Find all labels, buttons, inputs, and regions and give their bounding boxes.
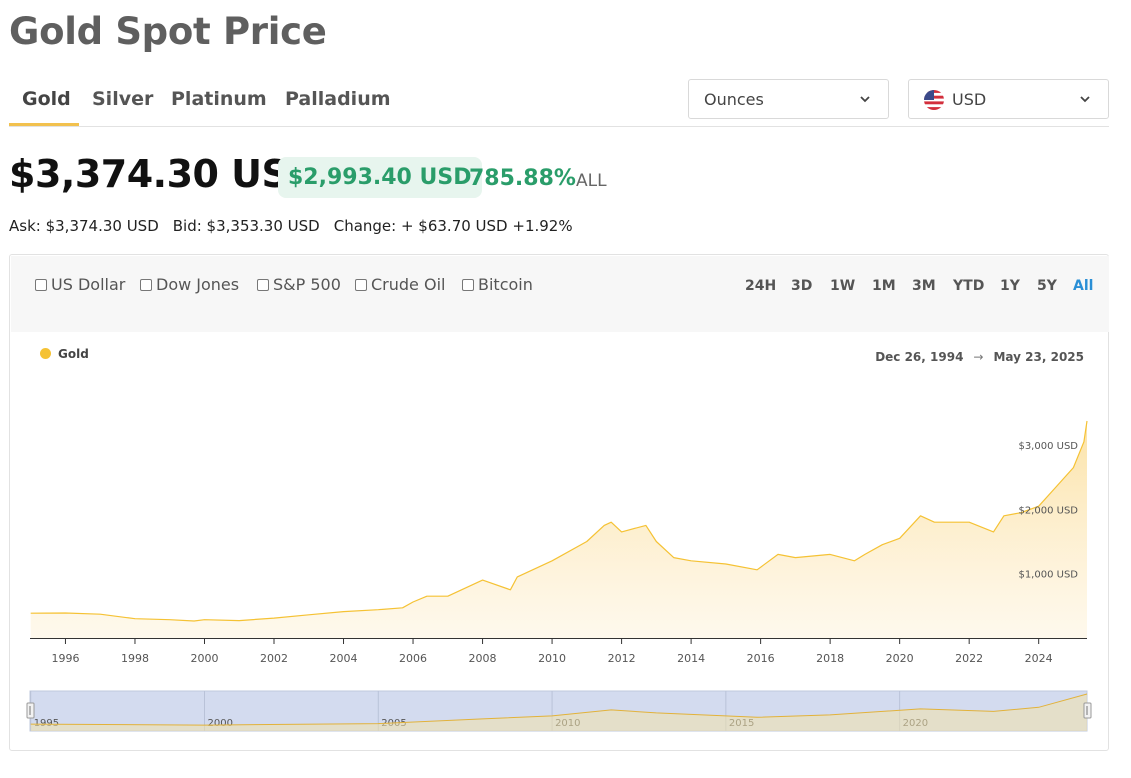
compare-label: US Dollar xyxy=(51,275,126,294)
chart-toolbar: US Dollar Dow Jones S&P 500 Crude Oil Bi… xyxy=(11,256,1109,332)
x-tick-label: 2014 xyxy=(677,652,705,665)
date-range-end: May 23, 2025 xyxy=(993,350,1084,364)
compare-bitcoin[interactable]: Bitcoin xyxy=(462,275,533,294)
y-tick-label: $1,000 USD xyxy=(1018,570,1078,581)
chart-date-range: Dec 26, 1994 → May 23, 2025 xyxy=(875,350,1084,364)
current-price: $3,374.30 USD xyxy=(9,152,320,196)
price-change-amount: $2,993.40 USD xyxy=(278,157,482,198)
range-1y[interactable]: 1Y xyxy=(1000,278,1020,294)
bid-price: Bid: $3,353.30 USD xyxy=(172,217,320,235)
x-tick-label: 2006 xyxy=(399,652,427,665)
arrow-right-icon: → xyxy=(973,350,984,364)
y-tick-label: $3,000 USD xyxy=(1018,441,1078,452)
price-change-percent: 785.88% xyxy=(469,166,576,191)
compare-label: Crude Oil xyxy=(371,275,446,294)
checkbox[interactable] xyxy=(35,279,47,291)
range-3m[interactable]: 3M xyxy=(912,278,936,294)
compare-label: S&P 500 xyxy=(273,275,341,294)
unit-select-value: Ounces xyxy=(704,90,764,109)
tab-palladium[interactable]: Palladium xyxy=(285,88,391,110)
x-tick-label: 2000 xyxy=(190,652,218,665)
legend-label: Gold xyxy=(58,347,89,361)
y-tick-label: $2,000 USD xyxy=(1018,505,1078,516)
navigator-tick-label: 2000 xyxy=(207,718,232,729)
gold-area xyxy=(30,421,1088,638)
us-flag-icon xyxy=(924,90,944,110)
currency-select[interactable]: USD xyxy=(908,79,1109,119)
chart-legend[interactable]: Gold xyxy=(40,347,89,361)
navigator-tick-label: 1995 xyxy=(34,718,59,729)
chevron-down-icon xyxy=(1080,96,1090,103)
checkbox[interactable] xyxy=(140,279,152,291)
compare-crude-oil[interactable]: Crude Oil xyxy=(355,275,445,294)
range-5y[interactable]: 5Y xyxy=(1037,278,1057,294)
compare-dow-jones[interactable]: Dow Jones xyxy=(140,275,239,294)
unit-select[interactable]: Ounces xyxy=(688,79,889,119)
checkbox[interactable] xyxy=(462,279,474,291)
navigator-series-line xyxy=(30,693,1088,726)
currency-select-value: USD xyxy=(952,90,987,109)
ask-price: Ask: $3,374.30 USD xyxy=(9,217,159,235)
checkbox[interactable] xyxy=(257,279,269,291)
price-chart-card: US Dollar Dow Jones S&P 500 Crude Oil Bi… xyxy=(9,254,1109,751)
compare-us-dollar[interactable]: US Dollar xyxy=(35,275,125,294)
chevron-down-icon xyxy=(860,96,870,103)
x-tick-label: 2002 xyxy=(260,652,288,665)
x-tick-label: 2004 xyxy=(330,652,358,665)
x-tick-label: 2024 xyxy=(1025,652,1053,665)
page-title: Gold Spot Price xyxy=(9,10,327,53)
range-ytd[interactable]: YTD xyxy=(953,278,985,294)
checkbox[interactable] xyxy=(355,279,367,291)
legend-marker xyxy=(40,348,51,359)
range-all[interactable]: All xyxy=(1073,278,1094,294)
active-tab-indicator xyxy=(9,123,79,126)
tab-platinum[interactable]: Platinum xyxy=(171,88,267,110)
metal-tabs: Gold Silver Platinum Palladium xyxy=(9,80,1109,127)
compare-label: Dow Jones xyxy=(156,275,240,294)
x-tick-label: 2012 xyxy=(608,652,636,665)
gold-series-line xyxy=(30,420,1088,622)
range-1m[interactable]: 1M xyxy=(872,278,896,294)
x-tick-label: 2022 xyxy=(955,652,983,665)
compare-label: Bitcoin xyxy=(478,275,533,294)
compare-sp-500[interactable]: S&P 500 xyxy=(257,275,341,294)
tab-silver[interactable]: Silver xyxy=(92,88,154,110)
x-tick-label: 2008 xyxy=(469,652,497,665)
x-tick-label: 2010 xyxy=(538,652,566,665)
x-tick-label: 2020 xyxy=(886,652,914,665)
daily-change: Change: + $63.70 USD +1.92% xyxy=(333,217,573,235)
range-3d[interactable]: 3D xyxy=(791,278,813,294)
range-24h[interactable]: 24H xyxy=(745,278,777,294)
navigator-area xyxy=(30,694,1088,731)
x-tick-label: 2016 xyxy=(747,652,775,665)
x-tick-label: 1998 xyxy=(121,652,149,665)
tab-gold[interactable]: Gold xyxy=(22,88,71,110)
range-1w[interactable]: 1W xyxy=(830,278,856,294)
date-range-start: Dec 26, 1994 xyxy=(875,350,964,364)
x-tick-label: 2018 xyxy=(816,652,844,665)
price-range-label: ALL xyxy=(576,171,607,191)
x-tick-label: 1996 xyxy=(51,652,79,665)
quote-details: Ask: $3,374.30 USD Bid: $3,353.30 USD Chan… xyxy=(9,217,587,235)
